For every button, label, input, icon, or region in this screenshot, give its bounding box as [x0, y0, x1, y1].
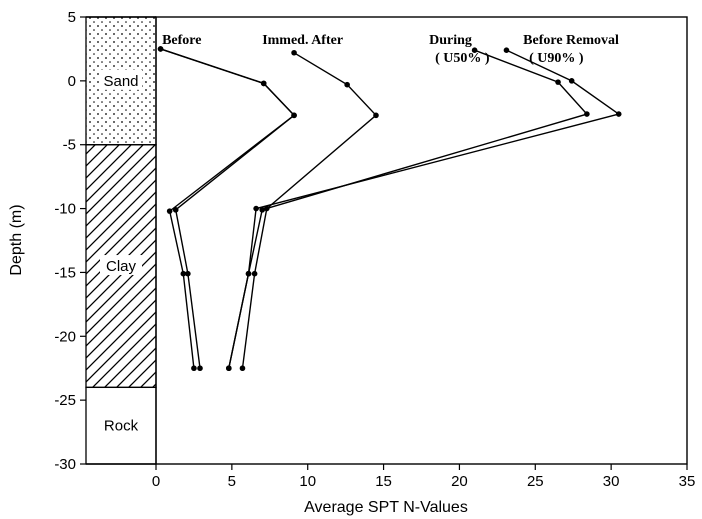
series-label-before-removal: ( U90% )	[529, 51, 584, 66]
data-point	[291, 112, 297, 119]
x-tick-label: 10	[299, 473, 316, 490]
data-point	[197, 365, 203, 372]
data-point	[568, 78, 575, 84]
layer-label-sand: Sand	[103, 73, 138, 90]
data-point	[245, 270, 252, 277]
y-tick-label: 5	[68, 9, 76, 26]
data-point	[239, 365, 246, 372]
plot-frame	[155, 16, 688, 465]
x-axis-title: Average SPT N-Values	[304, 499, 468, 516]
series-line-during	[241, 52, 378, 369]
layer-label-clay: Clay	[106, 258, 137, 275]
data-point	[157, 46, 164, 52]
data-point	[259, 207, 266, 213]
data-point	[503, 47, 510, 54]
layer-rock	[85, 386, 157, 465]
data-point	[172, 207, 179, 213]
y-axis-title: Depth (m)	[8, 204, 25, 275]
y-tick-label: 0	[68, 73, 76, 90]
data-point	[471, 47, 478, 54]
series-labels: Before Immed. After During ( U50% ) Before R…	[162, 33, 619, 66]
series-label-during: ( U50% )	[435, 51, 490, 66]
data-point	[251, 270, 258, 277]
series-label-before-removal: Before Removal	[523, 33, 619, 48]
layer-label-bg	[100, 69, 142, 90]
data-point	[291, 49, 297, 56]
y-tick-label: -20	[54, 328, 76, 345]
layer-label-rock: Rock	[104, 418, 139, 435]
x-tick-label: 0	[152, 473, 160, 490]
series-group	[157, 46, 622, 372]
soil-profile: Sand Clay Rock	[85, 16, 157, 465]
series-line-before-removal	[228, 49, 589, 369]
series-line-before	[160, 48, 296, 369]
x-tick-label: 15	[375, 473, 392, 490]
series-label-during: During	[429, 33, 472, 48]
x-tick-label: 30	[603, 473, 620, 490]
series-label-before: Before	[162, 33, 201, 48]
data-point	[191, 365, 197, 372]
data-point	[555, 79, 561, 85]
data-point	[584, 111, 590, 117]
data-point	[253, 205, 259, 212]
x-tick-label: 25	[527, 473, 544, 490]
x-tick-label: 20	[451, 473, 468, 490]
y-tick-label: -25	[54, 392, 76, 409]
data-point	[166, 208, 173, 214]
y-tick-label: -15	[54, 264, 76, 281]
y-tick-label: -30	[54, 456, 76, 473]
data-point	[615, 111, 622, 117]
y-tick-label: -5	[63, 137, 76, 154]
x-tick-label: 5	[228, 473, 236, 490]
x-tick-label: 35	[679, 473, 696, 490]
series-line-before-removal-b	[228, 49, 621, 369]
y-tick-label: -10	[54, 201, 76, 218]
data-point	[226, 365, 232, 372]
layer-label-bg	[100, 255, 142, 276]
data-point	[180, 270, 187, 277]
data-point	[260, 80, 267, 87]
series-line-immed-after	[160, 48, 296, 369]
axes: 5 0 -5 -10 -15 -20 -25 -30 0 5 10 15 20 25 30 35	[54, 9, 695, 490]
data-point	[185, 270, 191, 277]
data-point	[373, 112, 379, 119]
series-label-immed-after: Immed. After	[262, 33, 343, 48]
data-point	[344, 81, 350, 88]
